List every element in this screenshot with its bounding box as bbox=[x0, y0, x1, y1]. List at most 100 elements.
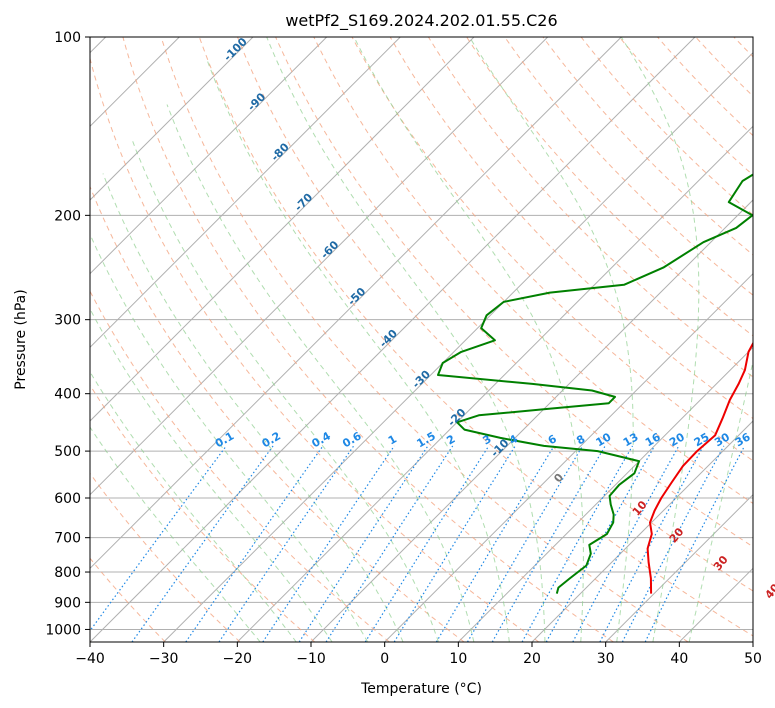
dry-adiabat-line bbox=[427, 37, 753, 378]
dry-adiabat-label: -100 bbox=[221, 35, 250, 64]
chart-title: wetPf2_S169.2024.202.01.55.C26 bbox=[285, 11, 557, 31]
moist-adiabat-line bbox=[90, 426, 261, 642]
sounding-profiles bbox=[437, 173, 753, 594]
y-tick-label: 900 bbox=[54, 595, 81, 611]
isotherm-line bbox=[90, 37, 475, 422]
mixing-ratio-label: 13 bbox=[621, 430, 641, 449]
dewpoint-profile-line bbox=[437, 173, 753, 594]
mixing-ratio-label: 6 bbox=[546, 432, 559, 447]
dry-adiabat-label: -80 bbox=[269, 140, 292, 163]
mixing-ratio-line bbox=[131, 445, 274, 642]
dry-adiabat-label: -20 bbox=[445, 406, 468, 429]
isotherm-line bbox=[531, 420, 753, 642]
plot-frame bbox=[89, 36, 754, 643]
moist-adiabat-line bbox=[266, 37, 546, 642]
dry-adiabat-line bbox=[580, 37, 753, 216]
dry-adiabat-line bbox=[389, 37, 753, 420]
mixing-ratio-label: 0.6 bbox=[340, 429, 364, 450]
x-tick-label: −10 bbox=[296, 651, 326, 667]
isotherm-line bbox=[163, 51, 753, 642]
moist-adiabat-label: 10 bbox=[630, 498, 650, 518]
x-tick-label: 30 bbox=[597, 651, 615, 667]
mixing-ratio-line bbox=[545, 445, 656, 642]
mixing-ratio-label: 36 bbox=[733, 430, 753, 449]
dry-adiabat-label: -70 bbox=[292, 191, 315, 214]
y-tick-label: 400 bbox=[54, 387, 81, 403]
dry-adiabat-line bbox=[313, 37, 753, 504]
isotherm-line bbox=[90, 37, 401, 349]
mixing-ratio-line bbox=[572, 445, 680, 642]
isotherm-line bbox=[310, 199, 753, 642]
y-tick-label: 600 bbox=[54, 491, 81, 507]
line-labels: 0.1 0.2 0.4 0.6 1 1.5 2 3 4 6 8 10 13 16 20 25 30 36-100-… bbox=[213, 35, 775, 601]
isotherm-line bbox=[90, 37, 254, 201]
mixing-ratio-label: 16 bbox=[643, 430, 663, 449]
mixing-ratio-line bbox=[466, 445, 584, 642]
mixing-ratio-label: 0.4 bbox=[310, 429, 334, 450]
moist-adiabat-line bbox=[90, 370, 297, 642]
y-tick-label: 200 bbox=[54, 208, 81, 224]
moist-adiabat-line bbox=[353, 37, 584, 642]
isotherm-line bbox=[236, 125, 753, 642]
isotherm-line bbox=[678, 567, 753, 642]
dry-adiabat-line bbox=[90, 384, 316, 642]
mixing-ratio-label: 3 bbox=[480, 432, 493, 447]
y-tick-label: 100 bbox=[54, 30, 81, 46]
moist-adiabat-line bbox=[132, 141, 439, 642]
isotherm-line bbox=[384, 272, 753, 642]
mixing-ratio-line bbox=[90, 445, 227, 632]
y-tick-label: 700 bbox=[54, 531, 81, 547]
dry-adiabat-line bbox=[733, 37, 753, 58]
x-tick-label: −20 bbox=[223, 651, 253, 667]
x-tick-label: 50 bbox=[744, 651, 762, 667]
mixing-ratio-line bbox=[364, 445, 490, 642]
x-tick-label: 20 bbox=[523, 651, 541, 667]
dry-adiabat-line bbox=[542, 37, 753, 256]
mixing-ratio-line bbox=[325, 445, 454, 642]
y-tick-label: 500 bbox=[54, 444, 81, 460]
dry-adiabat-line bbox=[657, 37, 753, 137]
y-tick-label: 300 bbox=[54, 313, 81, 329]
moist-adiabat-line bbox=[620, 37, 700, 642]
mixing-ratio-line bbox=[218, 445, 355, 642]
x-tick-label: 40 bbox=[670, 651, 688, 667]
dry-adiabat-line bbox=[351, 37, 753, 462]
dry-adiabat-line bbox=[122, 37, 614, 642]
mixing-ratio-line bbox=[435, 445, 555, 642]
dry-adiabat-line bbox=[504, 37, 753, 296]
dry-adiabat-label: -50 bbox=[345, 285, 368, 308]
background-lines bbox=[90, 37, 753, 642]
dry-adiabat-line bbox=[90, 290, 390, 642]
dry-adiabat-line bbox=[237, 37, 753, 592]
mixing-ratio-label: 25 bbox=[692, 430, 712, 449]
dry-adiabat-line bbox=[90, 56, 540, 642]
x-tick-label: −40 bbox=[75, 651, 105, 667]
mixing-ratio-line bbox=[521, 445, 634, 642]
isotherm-line bbox=[90, 37, 328, 275]
mixing-ratio-label: 20 bbox=[667, 430, 687, 449]
x-tick-label: 10 bbox=[449, 651, 467, 667]
mixing-ratio-line bbox=[599, 445, 704, 642]
moist-adiabat-label: 20 bbox=[667, 525, 687, 545]
mixing-ratio-line bbox=[621, 445, 725, 642]
x-axis-label: Temperature (°C) bbox=[360, 681, 482, 697]
y-axis-label: Pressure (hPa) bbox=[13, 289, 29, 389]
mixing-ratio-line bbox=[393, 445, 516, 642]
moist-adiabat-line bbox=[207, 61, 510, 642]
dry-adiabat-line bbox=[160, 37, 689, 642]
mixing-ratio-label: 8 bbox=[574, 432, 587, 447]
dry-adiabat-line bbox=[275, 37, 753, 548]
temperature-profile-line bbox=[646, 341, 753, 594]
mixing-ratio-line bbox=[185, 445, 324, 642]
mixing-ratio-line bbox=[491, 445, 606, 642]
dry-adiabat-line bbox=[198, 37, 753, 637]
mixing-ratio-label: 0.2 bbox=[260, 429, 283, 450]
y-tick-label: 1000 bbox=[45, 622, 81, 638]
moist-adiabat-label: 30 bbox=[711, 553, 731, 573]
isotherm-line bbox=[457, 346, 753, 642]
dry-adiabat-label: -40 bbox=[377, 327, 400, 350]
isotherm-line bbox=[90, 37, 549, 496]
isotherm-line bbox=[90, 37, 622, 570]
x-tick-label: 0 bbox=[380, 651, 389, 667]
